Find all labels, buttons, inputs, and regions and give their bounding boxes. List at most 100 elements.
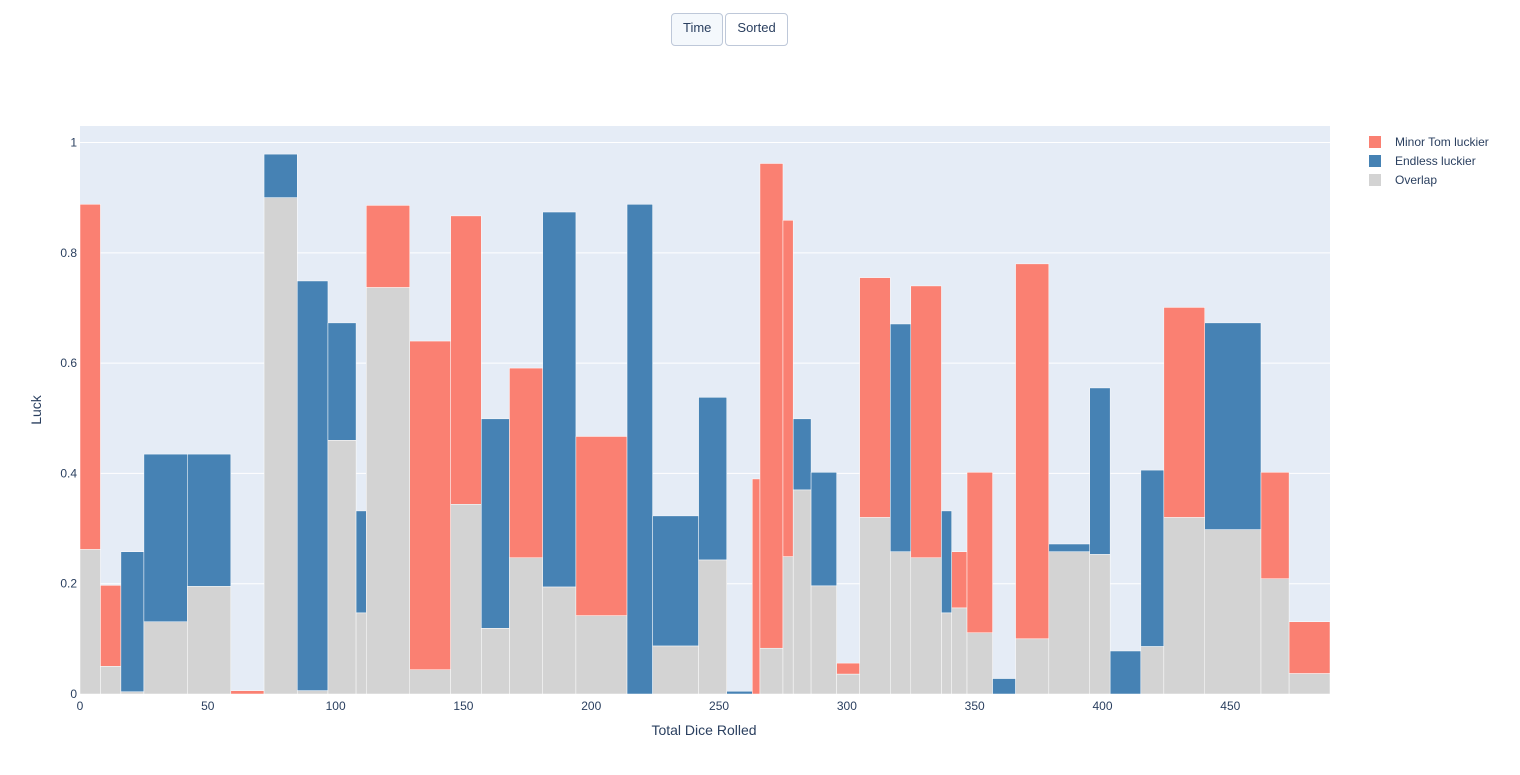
- bar-endless[interactable]: [143, 453, 188, 623]
- x-tick-label: 150: [453, 699, 473, 713]
- legend-item-overlap[interactable]: Overlap: [1369, 170, 1489, 189]
- bar-minor[interactable]: [450, 215, 482, 505]
- x-tick-label: 0: [77, 699, 84, 713]
- bar-minor[interactable]: [966, 472, 993, 634]
- bar-overlap[interactable]: [100, 666, 122, 695]
- y-axis-label: Luck: [28, 394, 44, 425]
- bar-endless[interactable]: [652, 515, 699, 647]
- bar-overlap[interactable]: [759, 647, 784, 695]
- bar-minor[interactable]: [100, 585, 122, 667]
- bar-overlap[interactable]: [297, 690, 329, 695]
- bar-endless[interactable]: [792, 418, 812, 491]
- bar-endless[interactable]: [992, 678, 1016, 695]
- bar-endless[interactable]: [810, 472, 837, 587]
- bar-minor[interactable]: [1260, 472, 1290, 579]
- bar-overlap[interactable]: [366, 287, 411, 695]
- bar-overlap[interactable]: [859, 517, 891, 695]
- bar-overlap[interactable]: [1140, 646, 1165, 695]
- bar-overlap[interactable]: [120, 691, 145, 695]
- bar-overlap[interactable]: [409, 669, 451, 695]
- bar-minor[interactable]: [859, 277, 891, 518]
- bar-endless[interactable]: [327, 322, 357, 441]
- bar-endless[interactable]: [263, 153, 298, 198]
- legend-item-minor[interactable]: Minor Tom luckier: [1369, 132, 1489, 151]
- bar-minor[interactable]: [79, 204, 101, 550]
- bar-overlap[interactable]: [698, 559, 727, 695]
- bar-minor[interactable]: [951, 551, 968, 609]
- sorted-button[interactable]: Sorted: [725, 13, 788, 46]
- bar-minor[interactable]: [366, 205, 411, 288]
- y-tick-label: 0: [70, 687, 77, 701]
- bar-overlap[interactable]: [542, 586, 577, 695]
- bar-overlap[interactable]: [836, 673, 860, 695]
- x-tick-label: 250: [709, 699, 729, 713]
- bar-minor[interactable]: [1015, 263, 1050, 640]
- bar-overlap[interactable]: [1015, 638, 1050, 695]
- bar-overlap[interactable]: [810, 585, 837, 695]
- bar-minor[interactable]: [752, 478, 761, 695]
- bar-endless[interactable]: [355, 510, 367, 614]
- bar-minor[interactable]: [1163, 307, 1205, 518]
- bar-overlap[interactable]: [1089, 554, 1111, 695]
- bar-overlap[interactable]: [1163, 517, 1205, 695]
- x-tick-label: 100: [326, 699, 346, 713]
- bar-endless[interactable]: [297, 280, 329, 691]
- bar-endless[interactable]: [481, 418, 510, 629]
- y-tick-label: 0.8: [60, 246, 77, 260]
- bar-endless[interactable]: [626, 204, 653, 695]
- bar-endless[interactable]: [542, 211, 577, 588]
- bar-endless[interactable]: [1109, 650, 1142, 695]
- bars: [79, 153, 1331, 695]
- x-tick-labels: 0 50 100 150 200 250 300 350 400 450: [77, 699, 1241, 713]
- bar-minor[interactable]: [759, 163, 784, 649]
- bar-overlap[interactable]: [450, 504, 482, 695]
- bar-minor[interactable]: [1288, 621, 1331, 674]
- y-tick-label: 0.2: [60, 577, 77, 591]
- bar-overlap[interactable]: [1204, 529, 1262, 695]
- bar-overlap[interactable]: [966, 632, 993, 695]
- bar-minor[interactable]: [782, 220, 794, 557]
- bar-endless[interactable]: [1140, 469, 1165, 647]
- y-tick-labels: 0 0.2 0.4 0.6 0.8 1: [60, 136, 77, 701]
- bar-endless[interactable]: [1089, 387, 1111, 555]
- bar-minor[interactable]: [575, 436, 628, 616]
- bar-overlap[interactable]: [1288, 673, 1331, 695]
- bar-overlap[interactable]: [79, 549, 101, 695]
- bar-overlap[interactable]: [481, 628, 510, 695]
- bar-overlap[interactable]: [143, 621, 188, 695]
- bar-endless[interactable]: [941, 510, 952, 614]
- bar-overlap[interactable]: [941, 612, 952, 695]
- bar-overlap[interactable]: [910, 557, 942, 695]
- bar-minor[interactable]: [910, 285, 942, 559]
- bar-minor[interactable]: [230, 690, 265, 695]
- bar-overlap[interactable]: [327, 440, 357, 695]
- bar-overlap[interactable]: [1260, 578, 1290, 695]
- bar-overlap[interactable]: [782, 556, 794, 695]
- bar-endless[interactable]: [698, 397, 727, 561]
- bar-minor[interactable]: [836, 662, 860, 675]
- bar-overlap[interactable]: [1048, 551, 1090, 695]
- bar-endless[interactable]: [890, 323, 912, 552]
- bar-overlap[interactable]: [951, 607, 968, 695]
- bar-endless[interactable]: [1048, 543, 1090, 552]
- legend-item-endless[interactable]: Endless luckier: [1369, 151, 1489, 170]
- bar-endless[interactable]: [726, 690, 753, 695]
- y-tick-label: 1: [70, 136, 77, 150]
- bar-endless[interactable]: [1204, 322, 1262, 530]
- bar-endless[interactable]: [120, 551, 145, 693]
- bar-minor[interactable]: [409, 340, 451, 670]
- bar-overlap[interactable]: [187, 586, 232, 695]
- x-tick-label: 450: [1220, 699, 1240, 713]
- bar-overlap[interactable]: [355, 612, 367, 695]
- x-tick-label: 200: [581, 699, 601, 713]
- bar-endless[interactable]: [187, 453, 232, 587]
- bar-overlap[interactable]: [263, 197, 298, 695]
- bar-overlap[interactable]: [575, 615, 628, 695]
- bar-minor[interactable]: [509, 367, 543, 559]
- bar-overlap[interactable]: [509, 557, 543, 695]
- time-button[interactable]: Time: [671, 13, 724, 46]
- bar-overlap[interactable]: [652, 645, 699, 695]
- bar-overlap[interactable]: [792, 489, 812, 695]
- bar-overlap[interactable]: [890, 551, 912, 695]
